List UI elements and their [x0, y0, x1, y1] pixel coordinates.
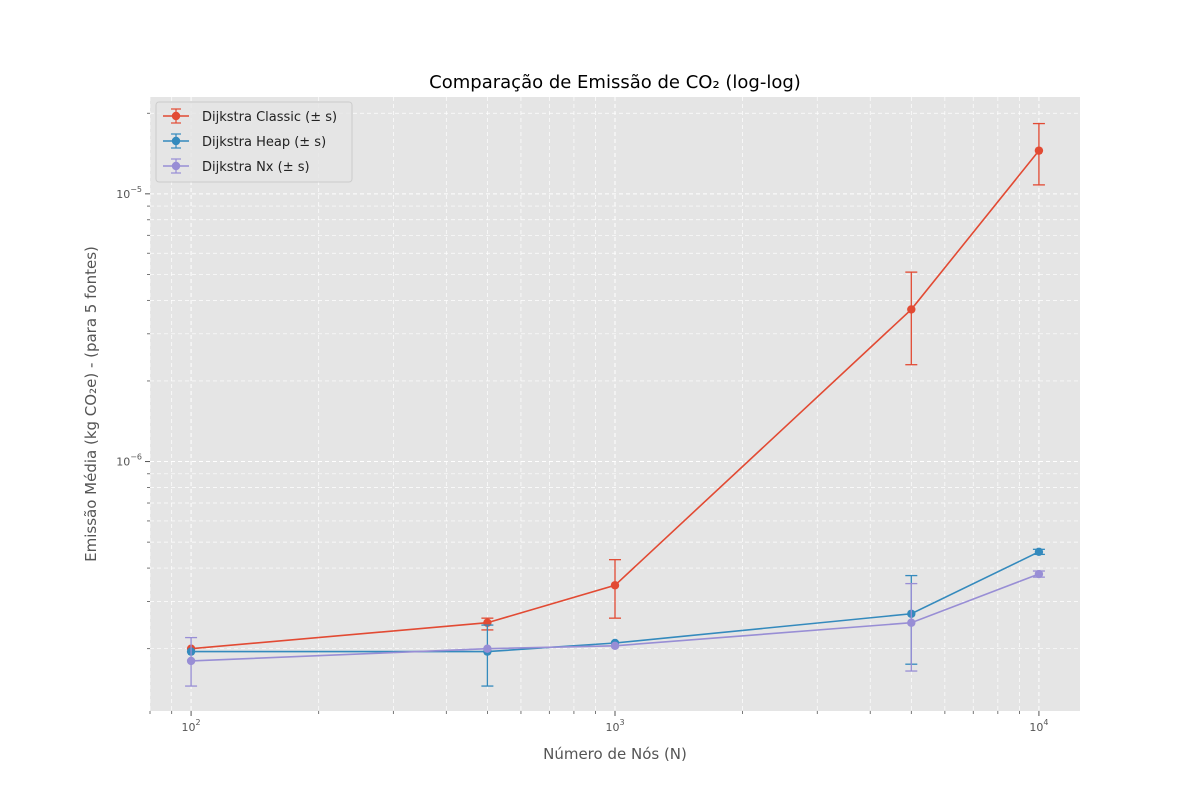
legend: Dijkstra Classic (± s) Dijkstra Heap (± s…	[155, 101, 353, 183]
y-tick-label: 10−6	[116, 453, 142, 469]
data-point	[907, 618, 916, 627]
data-point	[1034, 146, 1044, 155]
tick-label-base: 10	[605, 721, 619, 734]
data-point	[610, 641, 620, 650]
legend-label: Dijkstra Classic (± s)	[202, 110, 337, 125]
x-tick-label: 103	[605, 718, 624, 734]
chart-title: Comparação de Emissão de CO₂ (log-log)	[429, 72, 801, 93]
tick-label-base: 10	[116, 188, 130, 201]
data-point	[907, 305, 916, 314]
x-axis-label: Número de Nós (N)	[543, 745, 687, 763]
tick-label-exp: −6	[130, 453, 142, 462]
legend-marker	[171, 161, 181, 171]
tick-label-base: 10	[116, 456, 130, 469]
tick-label-exp: 3	[619, 718, 624, 727]
legend-marker	[171, 136, 181, 146]
legend-item-3: Dijkstra Nx (± s)	[163, 158, 310, 175]
x-tick-label: 102	[182, 718, 201, 734]
tick-label-base: 10	[182, 721, 196, 734]
legend-label: Dijkstra Heap (± s)	[202, 135, 326, 150]
data-point	[483, 644, 492, 653]
y-axis-label: Emissão Média (kg CO₂e) - (para 5 fontes…	[82, 246, 100, 562]
legend-item-1: Dijkstra Classic (± s)	[163, 108, 337, 125]
legend-item-2: Dijkstra Heap (± s)	[163, 133, 326, 150]
tick-label-exp: 4	[1043, 718, 1048, 727]
tick-label-exp: 2	[196, 718, 201, 727]
legend-frame	[155, 101, 353, 183]
legend-label: Dijkstra Nx (± s)	[202, 160, 310, 175]
series-layer	[185, 122, 1045, 687]
x-tick-label: 104	[1029, 718, 1048, 734]
series-3	[185, 569, 1045, 687]
data-point	[610, 581, 620, 590]
tick-label-exp: −5	[130, 185, 142, 194]
y-tick-label: 10−5	[116, 185, 142, 201]
data-point	[1034, 547, 1044, 557]
tick-label-base: 10	[1029, 721, 1043, 734]
legend-marker	[171, 111, 181, 121]
data-point	[1034, 569, 1044, 579]
data-point	[186, 656, 196, 666]
